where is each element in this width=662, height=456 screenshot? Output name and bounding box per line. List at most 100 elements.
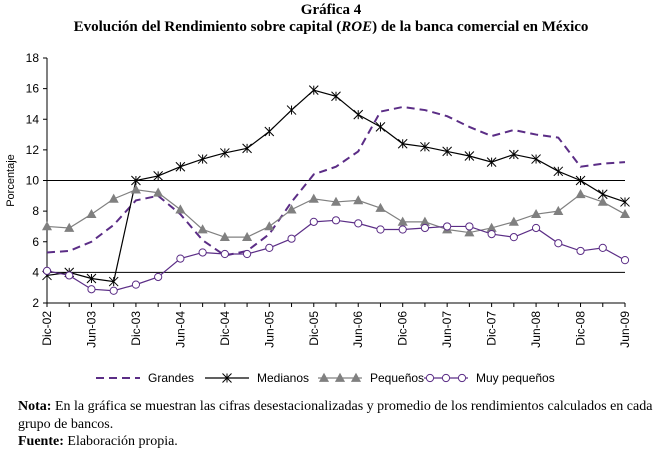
x-tick-label-Dic-04: Dic-04 — [218, 311, 232, 346]
y-tick-label-18: 18 — [26, 51, 40, 65]
y-tick-label-2: 2 — [32, 296, 39, 310]
point-medianos-13 — [331, 91, 341, 102]
point-medianos-3 — [108, 276, 119, 287]
point-medianos-20 — [486, 157, 497, 167]
point-medianos-9 — [242, 143, 252, 154]
point-medianos-2 — [86, 273, 97, 284]
source-label: Fuente: — [18, 434, 64, 449]
point-peque-os-2 — [86, 208, 97, 219]
point-peque-os-6 — [175, 204, 186, 214]
point-muy-peque-os-1 — [65, 271, 74, 280]
grid-layer — [47, 180, 625, 273]
point-muy-peque-os-23 — [554, 239, 563, 248]
point-peque-os-23 — [553, 205, 564, 215]
legend-label-peque-os: Pequeños — [370, 371, 424, 385]
point-peque-os-25 — [597, 196, 608, 206]
point-medianos-8 — [219, 148, 230, 158]
x-tick-label-Dic-08: Dic-08 — [574, 311, 588, 346]
point-muy-peque-os-0 — [42, 266, 52, 275]
point-peque-os-26 — [619, 208, 631, 219]
point-medianos-4 — [131, 175, 141, 186]
axes-layer: 2 4 6 8 10 12 14 16 18 Porcentaje Dic-02 Jun-03 Dic-… — [5, 51, 632, 348]
y-tick-label-10: 10 — [26, 174, 40, 188]
x-tick-label-Jun-06: Jun-06 — [351, 311, 365, 348]
point-peque-os-11 — [286, 204, 297, 214]
series-peque-os — [41, 184, 631, 242]
x-tick-label-Dic-05: Dic-05 — [307, 311, 321, 346]
point-medianos-6 — [175, 161, 186, 172]
chart-title-pre: Evolución del Rendimiento sobre capital … — [73, 19, 342, 35]
point-muy-peque-os-12 — [309, 217, 318, 226]
point-medianos-17 — [420, 141, 430, 152]
point-medianos-14 — [353, 109, 364, 120]
legend-item-muy-peque-os: Muy pequeños — [424, 371, 555, 385]
point-muy-peque-os-4 — [131, 280, 141, 289]
point-medianos-15 — [375, 122, 386, 132]
chart-title: Evolución del Rendimiento sobre capital … — [0, 19, 662, 36]
point-medianos-7 — [197, 154, 208, 164]
point-peque-os-7 — [197, 224, 208, 234]
point-medianos-26 — [620, 197, 630, 207]
series-line-medianos — [46, 89, 626, 283]
point-muy-peque-os-13 — [331, 216, 341, 225]
y-tick-label-6: 6 — [32, 235, 39, 249]
y-tick-label-4: 4 — [32, 265, 39, 279]
series-muy-peque-os — [42, 216, 630, 295]
point-peque-os-10 — [264, 221, 275, 231]
legend-item-grandes: Grandes — [96, 371, 194, 385]
point-muy-peque-os-14 — [354, 219, 363, 228]
point-medianos-11 — [286, 105, 297, 115]
point-muy-peque-os-22 — [531, 223, 541, 233]
x-tick-label-Dic-02: Dic-02 — [40, 311, 54, 346]
point-muy-peque-os-21 — [509, 233, 518, 242]
x-tick-label-Jun-04: Jun-04 — [173, 311, 187, 348]
legend-marker-peque-os-0 — [318, 372, 330, 382]
point-peque-os-0 — [41, 221, 53, 231]
point-peque-os-1 — [64, 222, 75, 232]
point-peque-os-14 — [353, 195, 364, 205]
legend: Grandes Medianos Pequeños Muy pequeños — [96, 371, 555, 385]
point-medianos-18 — [442, 146, 453, 157]
chart-title-em: ROE — [341, 19, 373, 35]
legend-marker-muy-peque-os-1 — [441, 373, 451, 383]
legend-marker-muy-peque-os-0 — [425, 373, 435, 383]
note-paragraph: Nota: En la gráfica se muestran las cifr… — [18, 398, 658, 434]
y-tick-label-8: 8 — [32, 204, 39, 218]
y-axis-label: Porcentaje — [5, 154, 17, 207]
point-muy-peque-os-26 — [620, 256, 630, 265]
series-layer — [41, 85, 631, 295]
point-peque-os-5 — [153, 187, 164, 197]
point-muy-peque-os-9 — [242, 249, 252, 259]
point-medianos-23 — [553, 166, 564, 177]
point-peque-os-24 — [575, 189, 586, 199]
y-tick-label-16: 16 — [26, 82, 40, 96]
point-muy-peque-os-17 — [420, 223, 430, 233]
legend-marker-peque-os-1 — [334, 372, 346, 382]
point-peque-os-19 — [464, 227, 475, 237]
point-medianos-12 — [308, 85, 319, 96]
y-tick-label-14: 14 — [26, 112, 40, 126]
x-tick-label-Jun-07: Jun-07 — [440, 311, 454, 348]
point-muy-peque-os-5 — [154, 272, 163, 282]
legend-label-muy-peque-os: Muy pequeños — [476, 371, 555, 385]
x-tick-label-Jun-03: Jun-03 — [84, 311, 98, 348]
legend-marker-peque-os-2 — [350, 372, 362, 382]
x-tick-label-Jun-05: Jun-05 — [262, 311, 276, 348]
point-muy-peque-os-25 — [598, 243, 607, 252]
x-tick-label-Dic-07: Dic-07 — [485, 311, 499, 346]
legend-item-medianos: Medianos — [205, 371, 309, 385]
point-muy-peque-os-10 — [265, 243, 274, 252]
note-label: Nota: — [18, 399, 52, 414]
point-muy-peque-os-11 — [287, 234, 296, 243]
figure-label: Gráfica 4 — [300, 2, 362, 18]
point-muy-peque-os-2 — [87, 285, 96, 294]
point-medianos-22 — [531, 154, 541, 164]
x-tick-label-Jun-08: Jun-08 — [529, 311, 543, 348]
legend-marker-medianos-1 — [222, 373, 232, 383]
point-peque-os-12 — [308, 193, 319, 203]
y-tick-label-12: 12 — [26, 143, 40, 157]
point-muy-peque-os-8 — [220, 249, 229, 259]
point-medianos-5 — [153, 171, 164, 181]
legend-label-grandes: Grandes — [148, 371, 194, 385]
